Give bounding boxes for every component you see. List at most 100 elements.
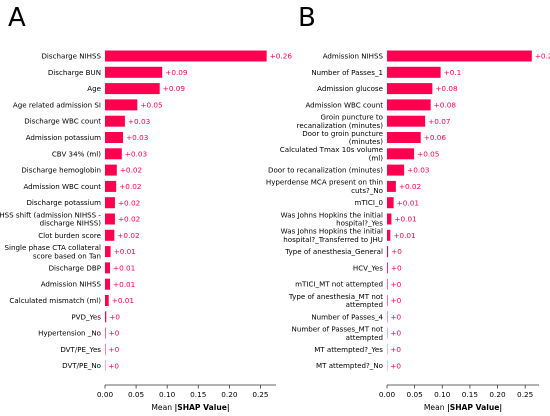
feature-label-a-12: Single phase CTA collateral score based o… — [5, 243, 102, 260]
feature-label-a-15: Calculated mismatch (ml) — [9, 296, 101, 305]
feature-label-a-7: Discharge hemoglobin — [21, 166, 101, 175]
feature-label-a-18: DVT/PE_Yes — [60, 345, 101, 354]
bar-b-10 — [387, 213, 392, 225]
value-label-b-1: +0.1 — [444, 68, 462, 77]
feature-label-b-16: Number of Passes_4 — [311, 312, 383, 321]
value-label-b-8: +0.02 — [399, 182, 421, 191]
value-label-b-5: +0.06 — [424, 133, 447, 142]
x-tick-label-a-1: 0.05 — [128, 390, 144, 399]
feature-label-b-4: Groin puncture to recanalization (minutes… — [297, 113, 384, 130]
feature-label-b-15: Type of anesthesia_MT not attempted — [288, 292, 383, 309]
value-label-b-0: +0.26 — [535, 52, 550, 61]
feature-label-a-13: Discharge DBP — [49, 263, 102, 272]
value-label-b-19: +0 — [390, 361, 401, 370]
value-label-b-6: +0.05 — [417, 149, 439, 158]
x-tick-label-b-4: 0.20 — [489, 390, 506, 399]
value-label-b-4: +0.07 — [428, 117, 451, 126]
bar-a-12 — [105, 246, 111, 258]
value-label-a-17: +0 — [109, 329, 120, 338]
value-label-a-14: +0.01 — [113, 280, 135, 289]
value-label-a-1: +0.09 — [165, 68, 188, 77]
feature-label-b-9: mTICI_0 — [355, 198, 384, 207]
feature-label-b-2: Admission glucose — [317, 84, 383, 93]
feature-label-b-7: Door to recanalization (minutes) — [268, 166, 383, 175]
value-label-a-5: +0.03 — [126, 133, 149, 142]
value-label-b-16: +0 — [390, 312, 401, 321]
feature-label-b-1: Number of Passes_1 — [311, 68, 383, 77]
bar-a-2 — [105, 83, 160, 95]
value-label-a-19: +0 — [108, 361, 119, 370]
bar-a-3 — [105, 99, 138, 111]
value-label-a-4: +0.03 — [128, 117, 151, 126]
bar-b-0 — [387, 50, 532, 62]
feature-label-a-1: Discharge BUN — [48, 68, 101, 77]
bar-a-5 — [105, 132, 124, 143]
bar-b-5 — [387, 132, 421, 143]
value-label-a-6: +0.03 — [125, 149, 148, 158]
feature-label-a-14: Admission NIHSS — [41, 280, 102, 289]
feature-label-a-3: Age related admission SI — [13, 100, 101, 109]
x-tick-label-b-5: 0.25 — [517, 390, 533, 399]
bar-b-2 — [387, 83, 433, 95]
feature-label-a-5: Admission potassium — [26, 133, 101, 142]
value-label-a-13: +0.01 — [113, 264, 135, 273]
value-label-b-9: +0.01 — [397, 198, 419, 207]
feature-label-b-3: Admission WBC count — [305, 100, 383, 109]
value-label-b-12: +0 — [391, 247, 402, 256]
bar-a-15 — [105, 295, 109, 306]
value-label-a-7: +0.02 — [120, 166, 142, 175]
x-tick-label-a-5: 0.25 — [252, 390, 268, 399]
feature-label-a-11: Clot burden score — [38, 231, 101, 240]
feature-label-a-2: Age — [87, 84, 101, 93]
value-label-a-8: +0.02 — [119, 182, 141, 191]
feature-label-b-19: MT attempted?_No — [316, 361, 383, 370]
value-label-a-3: +0.05 — [140, 101, 162, 110]
value-label-b-3: +0.08 — [434, 101, 457, 110]
feature-label-a-10: NIHSS shift (admission NIHSS -discharge … — [0, 210, 101, 227]
bar-b-7 — [387, 164, 405, 176]
x-tick-label-a-0: 0.00 — [97, 390, 114, 399]
x-tick-label-a-3: 0.15 — [190, 390, 206, 399]
feature-label-b-11: Was Johns Hopkins the initial hospital?_T… — [281, 227, 383, 244]
bar-a-7 — [105, 164, 117, 176]
x-tick-label-a-2: 0.10 — [159, 390, 176, 399]
feature-label-a-19: DVT/PE_No — [62, 361, 101, 370]
feature-label-a-17: Hypertension _No — [38, 329, 101, 338]
feature-label-b-5: Door to groin puncture (minutes) — [302, 129, 383, 146]
feature-label-a-4: Discharge WBC count — [24, 117, 101, 126]
value-label-b-18: +0 — [390, 345, 401, 354]
x-tick-label-a-4: 0.20 — [221, 390, 238, 399]
value-label-b-15: +0 — [391, 296, 402, 305]
x-axis-label-a: Mean |SHAP Value| — [151, 403, 229, 413]
feature-label-b-13: HCV_Yes — [353, 263, 383, 272]
value-label-a-16: +0 — [109, 312, 120, 321]
bar-b-4 — [387, 115, 426, 127]
bar-a-17 — [105, 327, 106, 339]
bar-b-1 — [387, 66, 441, 78]
feature-label-b-8: Hyperdense MCA present on thin cuts?_No — [266, 178, 383, 195]
value-label-a-10: +0.02 — [118, 215, 140, 224]
panel-letter-a: A — [8, 3, 26, 33]
bar-b-13 — [387, 262, 388, 274]
x-tick-label-b-0: 0.00 — [379, 390, 396, 399]
x-tick-label-b-2: 0.10 — [434, 390, 451, 399]
value-label-a-2: +0.09 — [163, 84, 186, 93]
bar-a-11 — [105, 229, 115, 241]
value-label-a-15: +0.01 — [112, 296, 134, 305]
bar-a-8 — [105, 180, 117, 192]
value-label-b-10: +0.01 — [394, 215, 416, 224]
value-label-b-14: +0 — [391, 280, 402, 289]
value-label-a-18: +0 — [108, 345, 119, 354]
bar-a-4 — [105, 115, 125, 127]
feature-label-a-16: PVD_Yes — [71, 312, 101, 321]
bar-b-15 — [387, 295, 388, 306]
x-tick-label-b-3: 0.15 — [462, 390, 478, 399]
value-label-b-17: +0 — [390, 329, 401, 338]
x-tick-label-b-1: 0.05 — [407, 390, 423, 399]
value-label-b-13: +0 — [391, 264, 402, 273]
bar-a-16 — [105, 311, 107, 323]
value-label-b-2: +0.08 — [435, 84, 458, 93]
panel-letter-b: B — [298, 3, 316, 33]
bar-b-14 — [387, 278, 388, 290]
